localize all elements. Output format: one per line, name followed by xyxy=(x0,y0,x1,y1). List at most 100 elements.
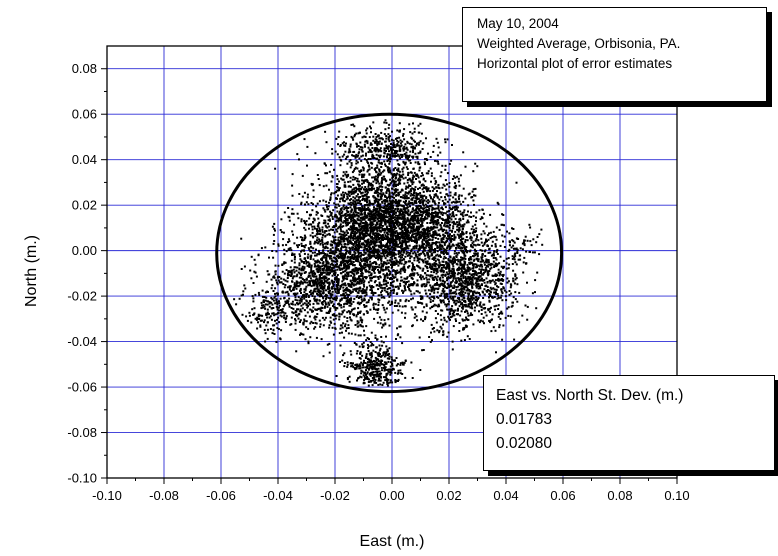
data-point xyxy=(313,316,316,319)
data-point xyxy=(335,183,338,185)
data-point xyxy=(471,279,474,282)
data-point xyxy=(461,266,464,269)
data-point xyxy=(424,260,427,263)
data-point xyxy=(329,199,332,202)
data-point xyxy=(469,314,472,317)
data-point xyxy=(391,130,393,133)
data-point xyxy=(291,288,294,291)
data-point xyxy=(345,260,348,263)
data-point xyxy=(312,270,315,273)
data-point xyxy=(493,264,496,267)
data-point xyxy=(332,256,335,259)
data-point xyxy=(290,302,293,305)
data-point xyxy=(393,254,396,257)
data-point xyxy=(313,283,316,286)
data-point xyxy=(426,243,429,246)
data-point xyxy=(329,320,332,323)
data-point xyxy=(377,276,380,278)
data-point xyxy=(323,287,326,290)
data-point xyxy=(382,193,385,196)
data-point xyxy=(388,199,391,202)
data-point xyxy=(371,156,374,159)
data-point xyxy=(356,278,359,281)
data-point xyxy=(500,283,503,285)
data-point xyxy=(373,176,376,179)
data-point xyxy=(291,269,294,272)
data-point xyxy=(387,318,390,321)
data-point xyxy=(462,272,465,274)
data-point xyxy=(378,299,381,301)
data-point xyxy=(439,279,442,282)
data-point xyxy=(391,196,394,198)
data-point xyxy=(379,192,382,195)
data-point xyxy=(448,224,451,227)
data-point xyxy=(431,274,434,277)
data-point xyxy=(372,303,375,306)
data-point xyxy=(361,182,364,185)
data-point xyxy=(385,147,387,150)
data-point xyxy=(361,146,364,149)
data-point xyxy=(408,200,411,203)
data-point xyxy=(338,213,341,216)
data-point xyxy=(398,170,401,173)
data-point xyxy=(403,287,406,290)
data-point xyxy=(341,326,344,329)
data-point xyxy=(452,269,455,272)
data-point xyxy=(477,243,479,246)
data-point xyxy=(334,150,337,153)
data-point xyxy=(478,304,481,307)
data-point xyxy=(430,197,432,200)
data-point xyxy=(478,243,481,246)
data-point xyxy=(311,274,314,277)
data-point xyxy=(470,239,473,242)
data-point xyxy=(488,279,491,282)
data-point xyxy=(413,171,416,174)
data-point xyxy=(474,252,477,255)
data-point xyxy=(357,249,360,251)
data-point xyxy=(264,246,267,249)
data-point xyxy=(283,248,286,251)
data-point xyxy=(414,252,417,255)
data-point xyxy=(376,189,379,191)
data-point xyxy=(455,280,458,283)
data-point xyxy=(368,243,371,246)
data-point xyxy=(328,287,331,290)
data-point xyxy=(464,303,467,306)
data-point xyxy=(398,227,401,230)
data-point xyxy=(325,311,328,314)
data-point xyxy=(420,175,423,178)
data-point xyxy=(368,223,371,226)
data-point xyxy=(442,291,445,294)
data-point xyxy=(454,261,456,264)
data-point xyxy=(346,311,349,314)
data-point xyxy=(494,257,497,259)
data-point xyxy=(357,311,359,314)
data-point xyxy=(368,284,371,287)
data-point xyxy=(381,252,384,255)
data-point xyxy=(386,232,389,235)
data-point xyxy=(448,268,451,271)
data-point xyxy=(501,292,504,294)
data-point xyxy=(300,245,303,247)
data-point xyxy=(435,254,438,257)
data-point xyxy=(288,219,291,222)
data-point xyxy=(463,257,466,260)
data-point xyxy=(349,316,351,319)
data-point xyxy=(350,260,353,263)
data-point xyxy=(286,272,289,275)
data-point xyxy=(461,292,464,295)
data-point xyxy=(325,296,328,299)
data-point xyxy=(287,270,290,273)
data-point xyxy=(472,273,475,276)
data-point xyxy=(385,242,388,245)
data-point xyxy=(337,303,340,306)
data-point xyxy=(360,155,363,158)
data-point xyxy=(404,154,407,157)
data-point xyxy=(455,320,457,322)
data-point xyxy=(452,287,455,289)
data-point xyxy=(340,306,343,309)
data-point xyxy=(333,269,336,272)
data-point xyxy=(436,141,439,144)
data-point xyxy=(430,323,433,326)
data-point xyxy=(309,255,312,258)
